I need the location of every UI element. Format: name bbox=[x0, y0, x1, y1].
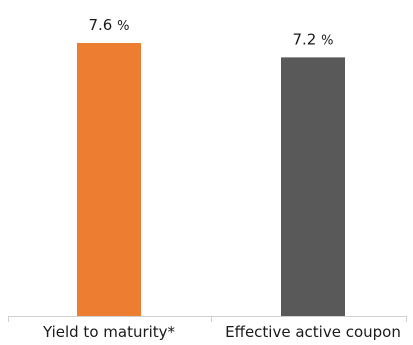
category-label-1: Yield to maturity* bbox=[42, 323, 176, 341]
bar-value-label-1: 7.6 % bbox=[89, 16, 130, 34]
category-labels-layer: Yield to maturity* Effective active coupo… bbox=[42, 323, 401, 341]
x-axis bbox=[8, 316, 407, 322]
bar-1 bbox=[77, 43, 141, 316]
bar-value-label-2: 7.2 % bbox=[293, 30, 334, 48]
bars-layer bbox=[77, 43, 345, 317]
value-labels-layer: 7.6 % 7.2 % bbox=[89, 16, 334, 48]
category-label-2: Effective active coupon bbox=[225, 323, 401, 341]
bar-2 bbox=[281, 57, 345, 317]
